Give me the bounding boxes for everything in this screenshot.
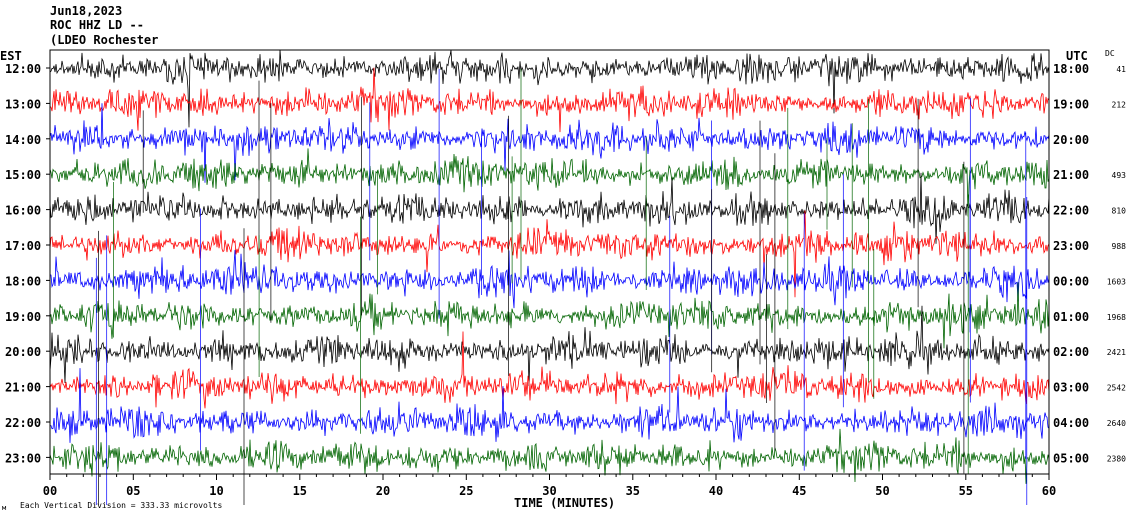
trace-line bbox=[49, 103, 1050, 183]
x-tick-label: 25 bbox=[459, 484, 473, 498]
dc-heading: DC bbox=[1105, 49, 1115, 58]
est-tick-label: 22:00 bbox=[5, 416, 41, 430]
dc-value: 1603 bbox=[1107, 277, 1126, 286]
est-tick-label: 14:00 bbox=[5, 133, 41, 147]
trace-line bbox=[49, 428, 1050, 484]
x-tick-label: 20 bbox=[376, 484, 390, 498]
x-tick-label: 15 bbox=[293, 484, 307, 498]
scale-note-mark: м bbox=[2, 504, 7, 512]
trace-line bbox=[49, 148, 1050, 217]
est-tick-label: 12:00 bbox=[5, 62, 41, 76]
dc-value: 2542 bbox=[1107, 384, 1126, 393]
plot-frame bbox=[49, 49, 1050, 475]
scale-note: Each Vertical Division = 333.33 microvol… bbox=[20, 501, 222, 510]
trace-line bbox=[49, 368, 1050, 443]
trace-line bbox=[49, 331, 1050, 409]
utc-tick-label: 22:00 bbox=[1053, 204, 1089, 218]
est-tick-label: 17:00 bbox=[5, 239, 41, 253]
x-tick-label: 60 bbox=[1042, 484, 1056, 498]
est-label: EST bbox=[0, 49, 22, 63]
dc-value: 810 bbox=[1112, 207, 1127, 216]
header-station: ROC HHZ LD -- bbox=[50, 18, 144, 32]
est-tick-label: 19:00 bbox=[5, 310, 41, 324]
est-tick-label: 21:00 bbox=[5, 381, 41, 395]
est-tick-label: 16:00 bbox=[5, 204, 41, 218]
trace-line bbox=[49, 210, 1050, 298]
seismic-traces bbox=[49, 49, 1050, 505]
left-time-axis: 12:00 13:00 14:00 15:00 16:00 17:00 18:00 19:00… bbox=[5, 62, 50, 465]
est-tick-label: 23:00 bbox=[5, 451, 41, 465]
dc-value: 212 bbox=[1112, 100, 1127, 109]
trace-line bbox=[49, 305, 1050, 387]
utc-tick-label: 21:00 bbox=[1053, 168, 1089, 182]
x-tick-label: 30 bbox=[542, 484, 556, 498]
x-tick-label: 35 bbox=[626, 484, 640, 498]
dc-value: 1968 bbox=[1107, 313, 1126, 322]
header-network: (LDEO Rochester bbox=[50, 33, 159, 47]
est-tick-label: 13:00 bbox=[5, 97, 41, 111]
dc-value: 41 bbox=[1116, 65, 1126, 74]
trace-line bbox=[49, 67, 1050, 133]
utc-tick-label: 18:00 bbox=[1053, 62, 1089, 76]
utc-tick-label: 02:00 bbox=[1053, 345, 1089, 359]
dc-value: 493 bbox=[1112, 171, 1127, 180]
est-tick-label: 18:00 bbox=[5, 274, 41, 288]
x-tick-label: 00 bbox=[43, 484, 57, 498]
x-tick-label: 55 bbox=[959, 484, 973, 498]
est-tick-label: 15:00 bbox=[5, 168, 41, 182]
dc-value: 988 bbox=[1112, 242, 1127, 251]
dc-value: 2380 bbox=[1107, 454, 1126, 463]
utc-tick-label: 19:00 bbox=[1053, 97, 1089, 111]
utc-tick-label: 23:00 bbox=[1053, 239, 1089, 253]
x-axis: 00 05 10 15 20 25 30 35 40 45 50 55 60 bbox=[43, 474, 1056, 498]
trace-line bbox=[49, 249, 1050, 309]
x-tick-label: 40 bbox=[709, 484, 723, 498]
dc-value: 2421 bbox=[1107, 348, 1126, 357]
trace-line bbox=[49, 282, 1050, 349]
x-tick-label: 10 bbox=[209, 484, 223, 498]
right-time-axis: 18:00 19:00 20:00 21:00 22:00 23:00 00:00 01:00… bbox=[1053, 62, 1089, 465]
trace-line bbox=[49, 172, 1050, 244]
header-date: Jun18,2023 bbox=[50, 4, 123, 18]
x-tick-label: 05 bbox=[126, 484, 140, 498]
utc-tick-label: 20:00 bbox=[1053, 133, 1089, 147]
utc-label: UTC bbox=[1066, 49, 1088, 63]
x-tick-label: 45 bbox=[792, 484, 806, 498]
utc-tick-label: 05:00 bbox=[1053, 451, 1089, 465]
est-tick-label: 20:00 bbox=[5, 345, 41, 359]
x-axis-title: TIME (MINUTES) bbox=[514, 496, 615, 510]
x-tick-label: 50 bbox=[875, 484, 889, 498]
trace-line bbox=[49, 49, 1050, 128]
utc-tick-label: 04:00 bbox=[1053, 416, 1089, 430]
utc-tick-label: 00:00 bbox=[1053, 274, 1089, 288]
utc-tick-label: 03:00 bbox=[1053, 381, 1089, 395]
utc-tick-label: 01:00 bbox=[1053, 310, 1089, 324]
dc-column: 41 212 493 810 988 1603 1968 2421 2542 2640 2380 bbox=[1107, 65, 1126, 463]
dc-value: 2640 bbox=[1107, 419, 1126, 428]
